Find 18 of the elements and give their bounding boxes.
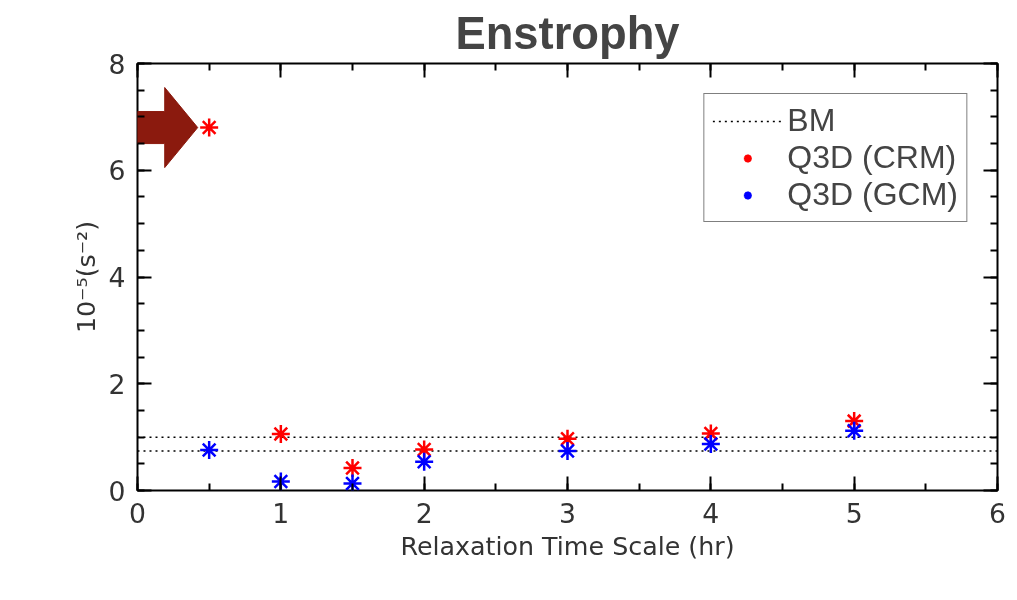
chart-title: Enstrophy — [455, 7, 680, 59]
legend-label: Q3D (GCM) — [787, 176, 958, 213]
x-tick-label: 6 — [989, 497, 1006, 529]
y-tick-label: 4 — [108, 262, 126, 293]
y-tick-label: 2 — [108, 368, 126, 400]
x-tick-label: 3 — [559, 497, 576, 529]
x-tick-label: 1 — [272, 497, 290, 529]
x-tick-label: 4 — [702, 497, 720, 529]
x-axis-title: Relaxation Time Scale (hr) — [400, 530, 735, 561]
x-tick-label: 5 — [845, 497, 863, 529]
y-tick-label: 0 — [108, 475, 126, 507]
y-tick-label: 6 — [108, 155, 126, 187]
x-tick-label: 2 — [415, 497, 433, 529]
legend-label: Q3D (CRM) — [787, 139, 957, 176]
x-tick-label: 0 — [129, 497, 146, 529]
legend-label: BM — [787, 102, 836, 139]
y-tick-label: 8 — [108, 48, 126, 80]
y-axis-title: 10⁻⁵(s⁻²) — [70, 220, 101, 334]
